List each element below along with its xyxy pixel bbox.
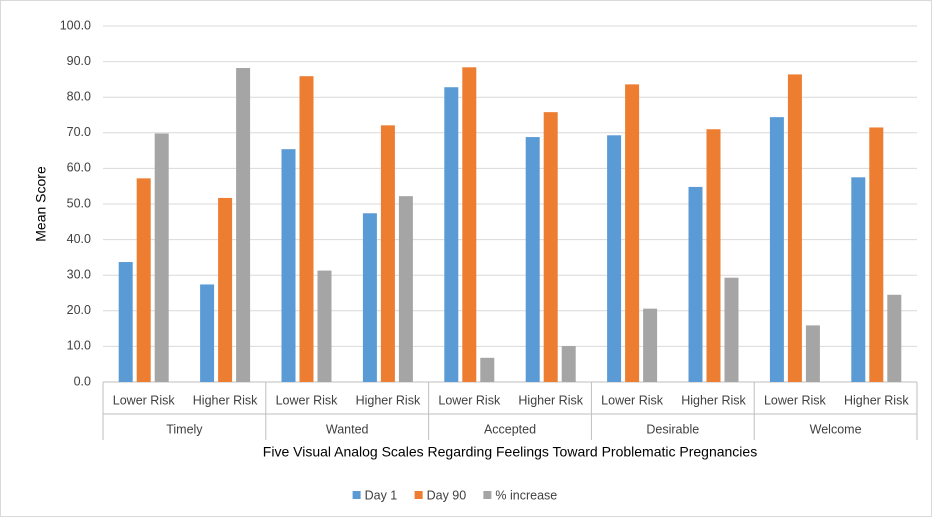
bar (462, 67, 477, 383)
bar (136, 178, 151, 382)
bar (299, 76, 314, 383)
group-label: Desirable (646, 422, 699, 436)
group-label: Welcome (810, 422, 862, 436)
bar (769, 117, 784, 383)
bar (236, 68, 251, 383)
bar (887, 294, 902, 382)
bar (607, 135, 622, 382)
bar (200, 284, 215, 382)
bar (869, 127, 884, 383)
bar (480, 357, 495, 382)
x-tick-label: Higher Risk (518, 393, 583, 407)
bar (706, 129, 721, 382)
bar (851, 177, 866, 382)
legend-swatch (483, 491, 492, 499)
y-tick-label: 0.0 (74, 374, 91, 388)
x-tick-label: Lower Risk (438, 393, 501, 407)
legend-label: Day 1 (365, 488, 398, 502)
y-tick-label: 60.0 (67, 161, 91, 175)
y-tick-label: 80.0 (67, 89, 91, 103)
x-tick-label: Higher Risk (193, 393, 258, 407)
y-tick-label: 50.0 (67, 196, 91, 210)
bar (643, 308, 658, 382)
group-label: Wanted (326, 422, 369, 436)
bar (787, 74, 802, 382)
x-tick-label: Higher Risk (356, 393, 421, 407)
bar (805, 325, 820, 382)
bar (724, 277, 739, 382)
bar (444, 87, 459, 383)
bar (118, 262, 133, 382)
bar (525, 137, 540, 382)
legend-swatch (352, 491, 361, 499)
bar (317, 270, 332, 382)
bar (218, 197, 233, 382)
bar (561, 346, 576, 382)
y-tick-label: 40.0 (67, 232, 91, 246)
bar (380, 125, 395, 382)
bar (688, 186, 703, 382)
group-label: Accepted (484, 422, 536, 436)
bar (625, 84, 640, 382)
x-tick-label: Lower Risk (601, 393, 664, 407)
x-tick-label: Higher Risk (681, 393, 746, 407)
y-tick-label: 30.0 (67, 267, 91, 281)
legend-label: Day 90 (427, 488, 467, 502)
bar (281, 149, 296, 382)
y-tick-label: 70.0 (67, 125, 91, 139)
x-tick-label: Lower Risk (764, 393, 827, 407)
y-tick-label: 90.0 (67, 54, 91, 68)
x-axis-title: Five Visual Analog Scales Regarding Feel… (263, 444, 757, 460)
x-tick-label: Higher Risk (844, 393, 909, 407)
bar (362, 213, 377, 382)
bar (154, 133, 169, 382)
y-tick-label: 100.0 (60, 18, 91, 32)
y-tick-label: 20.0 (67, 303, 91, 317)
x-tick-label: Lower Risk (113, 393, 176, 407)
y-axis-title: Mean Score (33, 166, 49, 242)
y-tick-label: 10.0 (67, 339, 91, 353)
legend-label: % increase (495, 488, 557, 502)
bar (543, 112, 558, 382)
x-tick-label: Lower Risk (276, 393, 339, 407)
bar (398, 196, 413, 382)
group-label: Timely (166, 422, 203, 436)
legend-swatch (414, 491, 423, 499)
